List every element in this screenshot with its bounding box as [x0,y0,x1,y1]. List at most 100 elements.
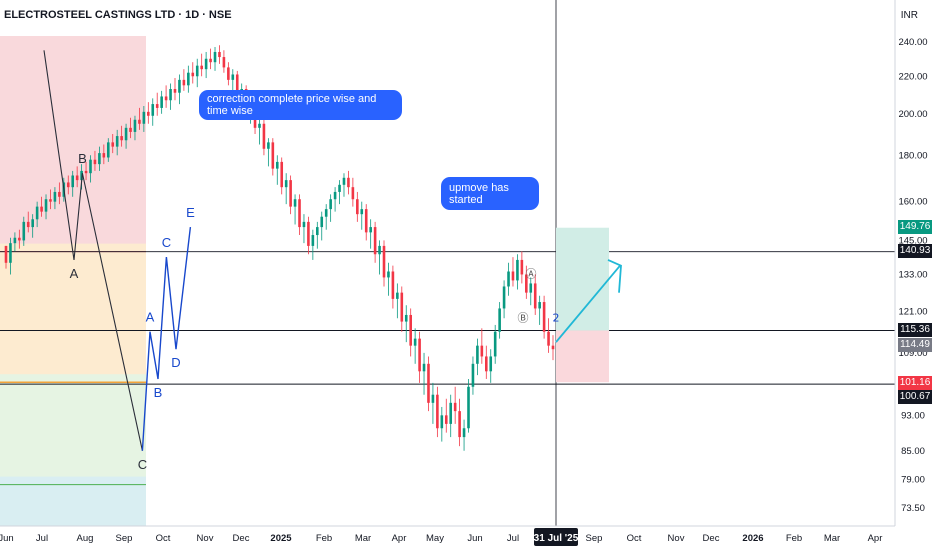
candle [18,229,21,249]
candle-body [44,199,48,212]
y-tick-label: 160.00 [898,197,927,208]
candle-body [204,58,208,70]
candle-body [480,345,484,357]
y-tick-label: 85.00 [901,446,925,457]
candle [227,62,230,86]
candle-body [338,184,341,192]
x-tick-label: Oct [156,533,171,544]
candle [89,155,92,183]
candle [218,45,221,64]
candle-body [413,338,417,346]
candle-body [84,170,88,174]
candle-body [200,65,203,70]
candle [102,144,106,165]
candle [75,166,79,188]
position-target-zone [556,227,609,331]
candle [142,105,146,132]
wave-label-upmove-B: B [154,385,163,400]
candle [4,245,8,269]
candle [520,251,524,284]
candle [511,257,515,287]
candle-body [173,88,177,93]
candle [44,194,48,220]
candle-body [329,199,332,210]
candle-body [155,104,159,108]
sub-wave-label: 2 [553,312,560,325]
candle-body [436,394,439,429]
wave-label-correction-A: A [70,266,79,281]
candle [356,191,359,222]
x-tick-label: Apr [392,533,407,544]
candle-body [178,79,181,93]
candle-body [227,67,230,80]
candle-body [4,245,8,263]
candle [164,85,168,108]
candle [542,295,546,339]
candle [391,265,395,309]
candle [58,182,61,205]
candle [484,345,488,379]
candle-body [106,142,110,158]
candle-body [142,111,146,124]
candle-body [31,219,34,228]
candle-body [75,175,79,181]
candle-body [396,292,399,299]
candle [387,262,390,296]
annotation-correction-note[interactable]: correction complete price wise and time … [199,90,402,120]
candle-body [293,199,297,207]
candle-body [404,314,408,322]
candle-body [267,142,270,149]
candle-body [102,153,106,158]
candle-body [133,119,137,132]
wave-line-correction [43,50,143,451]
candle [507,262,510,296]
candle-body [182,79,186,86]
x-tick-label: Jul [36,533,48,544]
x-tick-label: May [426,533,444,544]
candle [66,175,70,195]
y-tick-label: 121.00 [898,307,927,318]
zone-red [0,36,146,252]
currency-label: INR [900,10,918,21]
candle-body [49,199,52,202]
candle [213,46,217,71]
x-tick-label: Jun [0,533,14,544]
price-tag: 149.76 [898,220,932,234]
candle [182,69,186,91]
candle-body [258,123,261,128]
candle [480,328,484,364]
candle-body [427,363,430,403]
wave-label-upmove-D: D [171,355,180,370]
candle-body [53,191,57,202]
candle-body [9,243,12,263]
candle-body [498,308,501,332]
candle-body [520,259,524,275]
annotation-upmove-note[interactable]: upmove has started [441,177,539,210]
price-tag: 115.36 [898,323,932,337]
candle-body [111,142,115,147]
candle [222,50,226,73]
candle-body [231,74,235,80]
x-tick-label: Oct [627,533,642,544]
candle [551,335,555,361]
x-tick-label: Nov [668,533,685,544]
candle-body [538,302,541,309]
y-tick-label: 73.50 [901,503,925,514]
time-axis-bg [0,526,932,550]
candle-body [22,221,26,241]
candle [369,219,372,249]
candle [271,138,275,176]
candle-body [129,127,132,132]
candle [338,180,341,205]
candle-body [307,221,310,246]
wave-label-upmove-C: C [162,235,171,250]
candle [84,161,88,181]
candle [147,102,150,124]
candle-body [262,123,266,149]
candle [360,201,364,230]
candle [106,138,110,162]
candle [458,398,461,447]
sub-wave-label: Ⓑ [518,312,529,325]
x-tick-label: Mar [824,533,840,544]
